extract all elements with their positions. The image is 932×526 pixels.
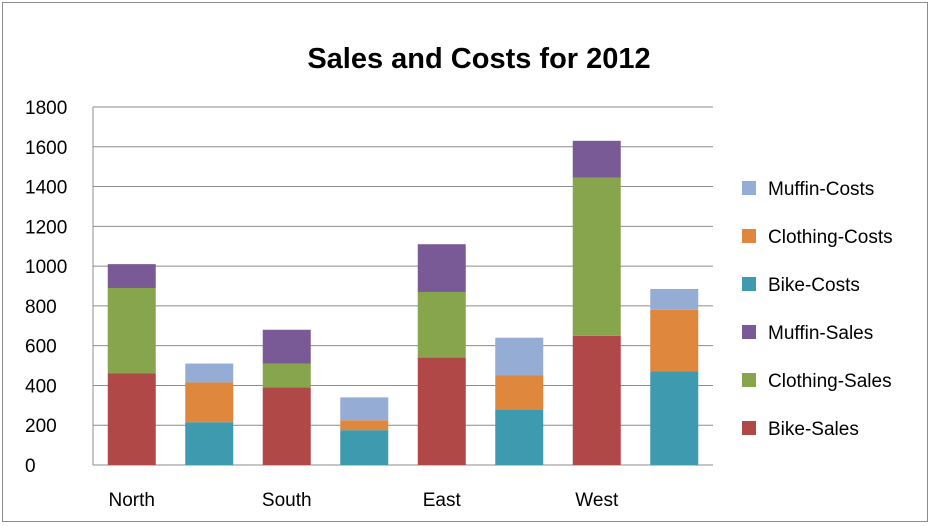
legend-label: Clothing-Costs — [768, 227, 893, 248]
bar-clothing-sales-east — [417, 291, 466, 358]
x-tick-label: East — [423, 490, 462, 511]
legend-label: Clothing-Sales — [768, 371, 892, 392]
bar-muffin-costs-west — [650, 288, 699, 310]
y-tick-label: 200 — [25, 416, 57, 437]
x-axis-ticks: North South East West — [109, 490, 619, 511]
bar-muffin-sales-north — [107, 264, 156, 288]
x-tick-label: South — [262, 490, 312, 511]
bar-clothing-costs-north — [185, 382, 234, 423]
legend-label: Bike-Sales — [768, 419, 859, 440]
bars — [107, 140, 699, 465]
y-tick-label: 1400 — [25, 178, 67, 199]
bar-muffin-sales-east — [417, 244, 466, 292]
y-tick-label: 1800 — [25, 98, 67, 119]
legend-swatch — [742, 229, 756, 243]
bar-bike-costs-south — [340, 430, 389, 465]
bar-clothing-sales-north — [107, 287, 156, 374]
bar-clothing-sales-south — [262, 363, 311, 388]
bar-bike-costs-west — [650, 371, 699, 465]
y-axis-ticks: 0 200 400 600 800 1000 1200 1400 1600 1800 — [25, 98, 67, 477]
y-tick-label: 1600 — [25, 138, 67, 159]
bar-bike-sales-north — [107, 373, 156, 465]
legend: Muffin-Costs Clothing-Costs Bike-Costs Muff… — [742, 179, 893, 440]
bar-muffin-sales-south — [262, 329, 311, 364]
stacked-bar-chart: Sales and Costs for 2012 0 200 400 600 800 10… — [25, 43, 893, 511]
bar-bike-sales-west — [572, 335, 621, 465]
y-tick-label: 400 — [25, 376, 57, 397]
x-tick-label: North — [109, 490, 155, 511]
bar-muffin-costs-north — [185, 363, 234, 383]
bar-muffin-costs-east — [495, 337, 544, 376]
x-tick-label: West — [575, 490, 619, 511]
bar-clothing-costs-south — [340, 420, 389, 431]
bar-bike-costs-east — [495, 409, 544, 465]
y-tick-label: 800 — [25, 297, 57, 318]
bar-muffin-costs-south — [340, 397, 389, 421]
legend-swatch — [742, 325, 756, 339]
y-tick-label: 1200 — [25, 217, 67, 238]
legend-swatch — [742, 277, 756, 291]
bar-bike-sales-south — [262, 387, 311, 465]
bar-bike-sales-east — [417, 357, 466, 465]
legend-label: Muffin-Costs — [768, 179, 874, 200]
y-tick-label: 0 — [25, 456, 36, 477]
legend-label: Bike-Costs — [768, 275, 860, 296]
bar-clothing-costs-east — [495, 375, 544, 410]
legend-swatch — [742, 181, 756, 195]
legend-swatch — [742, 421, 756, 435]
bar-clothing-sales-west — [572, 177, 621, 336]
bar-bike-costs-north — [185, 422, 234, 465]
bar-muffin-sales-west — [572, 140, 621, 178]
legend-swatch — [742, 373, 756, 387]
bar-clothing-costs-west — [650, 309, 699, 372]
legend-label: Muffin-Sales — [768, 323, 873, 344]
y-tick-label: 600 — [25, 337, 57, 358]
chart-title: Sales and Costs for 2012 — [307, 43, 650, 75]
y-tick-label: 1000 — [25, 257, 67, 278]
